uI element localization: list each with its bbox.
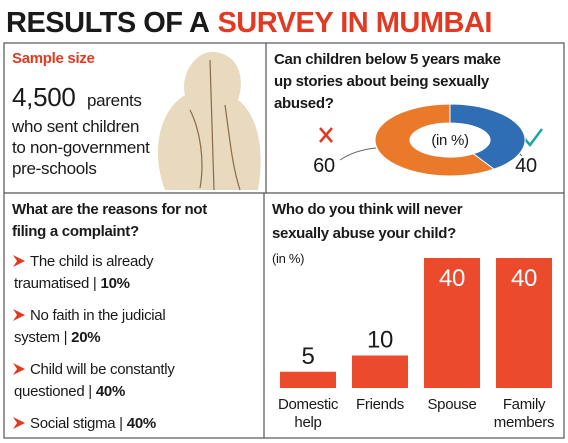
arrow-icon xyxy=(13,309,25,321)
sample-text: who sent children to non-government pre-sc… xyxy=(11,117,150,178)
reason-text: Social stigma | xyxy=(30,415,123,432)
bar-title: Who do you think will never xyxy=(272,201,463,218)
sample-line: to non-government xyxy=(12,138,150,157)
reason-value: 20% xyxy=(71,329,100,346)
value-label: 40 xyxy=(511,265,537,292)
reason-text: system | xyxy=(14,329,67,346)
donut-chart: Can children below 5 years make up storie… xyxy=(274,51,543,177)
reason-text: Child will be constantly xyxy=(30,361,175,378)
reason-text: The child is already xyxy=(30,253,154,270)
sample-label: Sample size xyxy=(12,50,95,67)
sample-line: pre-schools xyxy=(12,159,97,178)
reason-value: 40% xyxy=(127,415,156,432)
bar xyxy=(496,258,552,388)
category-label: members xyxy=(494,414,554,431)
donut-title: up stories about being sexually xyxy=(274,73,490,90)
bar-unit: (in %) xyxy=(272,251,304,266)
reason-value: 40% xyxy=(96,383,125,400)
sample-number: 4,500 xyxy=(12,82,76,112)
category-label: Spouse xyxy=(427,396,476,413)
leader-line xyxy=(339,147,377,161)
cross-icon xyxy=(319,127,333,143)
illustration xyxy=(157,51,261,191)
sample-line: who sent children xyxy=(11,117,139,136)
arrow-icon xyxy=(13,363,25,375)
reason-text: No faith in the judicial xyxy=(30,307,165,324)
title-black: RESULTS OF A xyxy=(6,7,210,39)
reasons: What are the reasons for not filing a com… xyxy=(12,201,208,432)
bar xyxy=(352,355,408,388)
title-red: SURVEY IN MUMBAI xyxy=(217,7,492,39)
reasons-title: What are the reasons for not xyxy=(12,201,207,218)
category-label: help xyxy=(294,414,321,431)
figure-lines xyxy=(189,59,241,191)
donut-unit: (in %) xyxy=(431,132,469,149)
value-label: 10 xyxy=(367,327,393,354)
bar xyxy=(424,258,480,388)
reason-value: 10% xyxy=(101,275,130,292)
value-label: 60 xyxy=(313,155,335,177)
reasons-title: filing a complaint? xyxy=(12,223,139,240)
donut-hole xyxy=(410,123,490,157)
arrow-icon xyxy=(13,417,25,429)
reason-text: questioned | xyxy=(14,383,92,400)
check-icon xyxy=(523,128,543,147)
donut-title: Can children below 5 years make xyxy=(274,51,501,68)
frame xyxy=(3,42,565,439)
border xyxy=(3,42,565,439)
value-label: 40 xyxy=(439,265,465,292)
arrow-icon xyxy=(13,255,25,267)
figure xyxy=(157,51,261,190)
value-label: 40 xyxy=(515,155,537,177)
category-label: Family xyxy=(503,396,546,413)
category-label: Domestic xyxy=(278,396,339,413)
bar-chart: Who do you think will never sexually abus… xyxy=(272,201,555,431)
sample-unit: parents xyxy=(87,91,142,110)
value-label: 5 xyxy=(301,343,314,370)
donut-title: abused? xyxy=(274,95,334,112)
category-label: Friends xyxy=(356,396,404,413)
bar xyxy=(280,371,336,388)
bar-title: sexually abuse your child? xyxy=(272,225,456,242)
reason-text: traumatised | xyxy=(14,275,97,292)
